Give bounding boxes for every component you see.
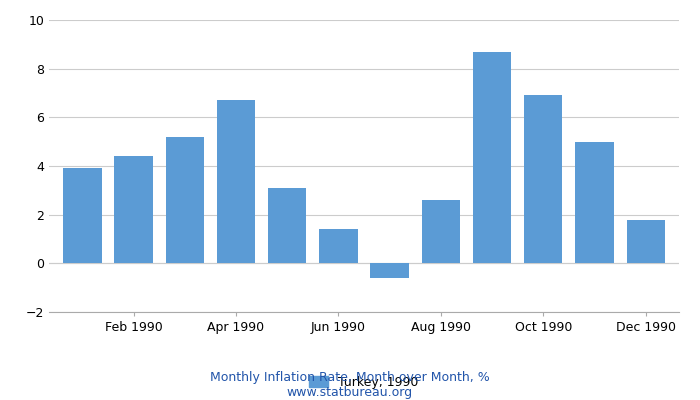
Text: www.statbureau.org: www.statbureau.org (287, 386, 413, 399)
Bar (319, 229, 358, 263)
Bar (63, 168, 102, 263)
Bar (421, 200, 460, 263)
Bar (268, 188, 307, 263)
Bar (575, 142, 614, 263)
Bar (524, 96, 563, 263)
Bar (217, 100, 256, 263)
Bar (626, 220, 665, 263)
Bar (370, 263, 409, 278)
Bar (114, 156, 153, 263)
Bar (165, 137, 204, 263)
Bar (473, 52, 511, 263)
Text: Monthly Inflation Rate, Month over Month, %: Monthly Inflation Rate, Month over Month… (210, 372, 490, 384)
Legend: Turkey, 1990: Turkey, 1990 (304, 371, 424, 394)
